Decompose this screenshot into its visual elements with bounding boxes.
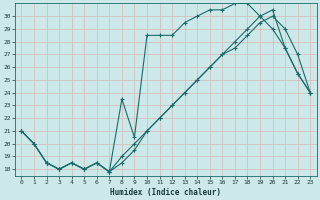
X-axis label: Humidex (Indice chaleur): Humidex (Indice chaleur) <box>110 188 221 197</box>
